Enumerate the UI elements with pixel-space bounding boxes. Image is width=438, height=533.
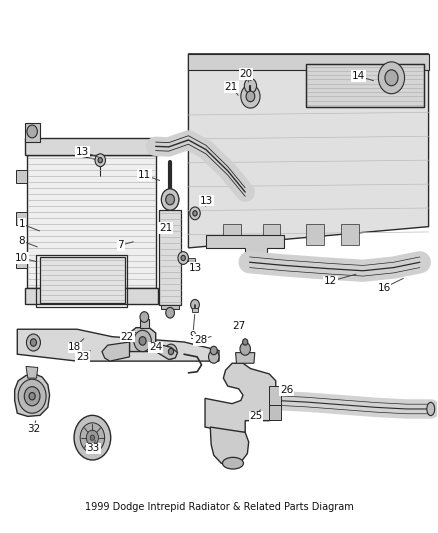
Polygon shape (206, 235, 285, 266)
Polygon shape (192, 308, 198, 312)
Circle shape (243, 339, 248, 345)
Text: 1: 1 (18, 219, 25, 229)
Polygon shape (26, 367, 38, 378)
Text: 1999 Dodge Intrepid Radiator & Related Parts Diagram: 1999 Dodge Intrepid Radiator & Related P… (85, 502, 353, 512)
Circle shape (168, 349, 173, 355)
Circle shape (74, 415, 111, 460)
Polygon shape (16, 169, 27, 182)
Circle shape (246, 91, 255, 102)
Circle shape (30, 339, 36, 346)
Ellipse shape (223, 457, 244, 469)
Text: 21: 21 (225, 82, 238, 92)
Circle shape (385, 70, 398, 86)
Polygon shape (341, 224, 359, 245)
Polygon shape (306, 224, 324, 245)
Circle shape (90, 435, 95, 440)
Circle shape (161, 189, 179, 210)
Text: 24: 24 (149, 342, 162, 352)
Circle shape (24, 386, 40, 406)
Polygon shape (205, 364, 276, 432)
Text: 9: 9 (190, 330, 196, 341)
Text: 12: 12 (324, 277, 337, 286)
Text: 14: 14 (352, 71, 365, 81)
Text: 22: 22 (121, 332, 134, 342)
Circle shape (134, 330, 151, 352)
Polygon shape (140, 319, 149, 328)
Polygon shape (269, 386, 281, 405)
Text: 7: 7 (117, 240, 124, 250)
Polygon shape (16, 212, 27, 225)
Polygon shape (130, 328, 155, 352)
Polygon shape (159, 210, 181, 305)
Circle shape (166, 194, 174, 205)
Circle shape (27, 125, 37, 138)
Polygon shape (25, 138, 158, 155)
Circle shape (95, 154, 106, 166)
Polygon shape (40, 257, 125, 303)
Text: 13: 13 (76, 147, 89, 157)
Polygon shape (17, 329, 219, 361)
Text: 28: 28 (194, 335, 207, 345)
Text: 10: 10 (15, 253, 28, 263)
Circle shape (241, 85, 260, 108)
Polygon shape (16, 255, 27, 268)
Polygon shape (188, 54, 428, 248)
Polygon shape (263, 224, 280, 245)
Circle shape (378, 62, 405, 94)
Text: 16: 16 (378, 283, 391, 293)
Text: 8: 8 (18, 236, 25, 246)
Text: 32: 32 (27, 424, 40, 434)
Polygon shape (236, 353, 255, 364)
Ellipse shape (427, 402, 434, 416)
Text: 33: 33 (87, 443, 100, 453)
Circle shape (98, 158, 102, 163)
Text: 18: 18 (68, 342, 81, 352)
Text: 11: 11 (138, 170, 152, 180)
Polygon shape (155, 344, 177, 360)
Polygon shape (102, 342, 130, 361)
Polygon shape (306, 64, 424, 107)
Text: 13: 13 (188, 263, 201, 272)
Text: 26: 26 (280, 385, 293, 395)
Polygon shape (25, 123, 40, 142)
Polygon shape (27, 155, 155, 288)
Text: 20: 20 (240, 69, 253, 79)
Text: 23: 23 (76, 352, 89, 362)
Text: 27: 27 (232, 321, 245, 331)
Polygon shape (161, 305, 179, 309)
Circle shape (86, 430, 99, 445)
Polygon shape (223, 224, 241, 245)
Circle shape (208, 351, 219, 364)
Text: 13: 13 (200, 196, 213, 206)
Circle shape (18, 379, 46, 413)
Polygon shape (25, 288, 158, 304)
Circle shape (139, 337, 146, 345)
Circle shape (240, 343, 251, 356)
Polygon shape (187, 258, 195, 262)
Circle shape (80, 423, 105, 453)
Circle shape (191, 300, 199, 310)
Circle shape (140, 312, 149, 322)
Polygon shape (210, 427, 249, 466)
Circle shape (193, 211, 197, 216)
Circle shape (166, 308, 174, 318)
Text: 21: 21 (159, 223, 173, 233)
Circle shape (190, 207, 200, 220)
Circle shape (165, 344, 177, 359)
Circle shape (210, 346, 217, 355)
Circle shape (161, 189, 179, 210)
Circle shape (244, 78, 257, 93)
Polygon shape (188, 54, 428, 70)
Polygon shape (14, 374, 49, 416)
Polygon shape (269, 405, 281, 419)
Circle shape (178, 252, 188, 264)
Circle shape (181, 255, 185, 261)
Circle shape (26, 334, 40, 351)
Circle shape (29, 392, 35, 400)
Text: 25: 25 (250, 411, 263, 422)
